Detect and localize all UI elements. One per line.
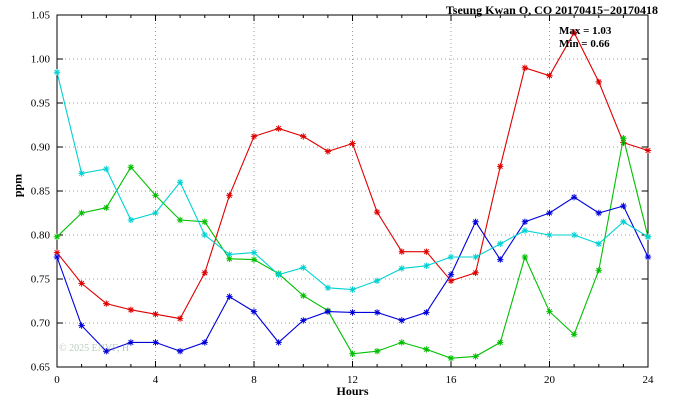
svg-text:12: 12 <box>347 374 358 386</box>
series-blue-markers <box>53 194 652 355</box>
min-annotation: Min = 0.66 <box>559 38 610 50</box>
svg-text:4: 4 <box>153 374 159 386</box>
svg-text:24: 24 <box>643 374 655 386</box>
max-annotation: Max = 1.03 <box>559 25 612 37</box>
y-axis-label: ppm <box>10 173 25 198</box>
svg-text:8: 8 <box>251 374 257 386</box>
series-red-markers <box>53 29 652 322</box>
watermark: © 2025 ENVF, H <box>59 343 130 354</box>
svg-text:0.80: 0.80 <box>31 230 51 242</box>
series-cyan-line <box>56 72 649 291</box>
svg-text:0.95: 0.95 <box>31 98 51 110</box>
svg-text:1.00: 1.00 <box>31 54 51 66</box>
svg-text:1.05: 1.05 <box>31 10 51 22</box>
svg-text:0: 0 <box>54 374 60 386</box>
x-axis-label: Hours <box>336 384 369 398</box>
svg-text:0.70: 0.70 <box>31 318 51 330</box>
svg-text:20: 20 <box>544 374 556 386</box>
chart-title: Tseung Kwan O, CO 20170415−20170418 <box>445 3 658 17</box>
annotation-box: Max = 1.03 Min = 0.66 <box>559 25 611 51</box>
svg-text:0.85: 0.85 <box>31 186 51 198</box>
series-cyan-markers <box>53 69 652 293</box>
svg-text:0.90: 0.90 <box>31 142 51 154</box>
svg-text:0.65: 0.65 <box>31 362 51 374</box>
svg-text:0.75: 0.75 <box>31 274 51 286</box>
svg-text:16: 16 <box>446 374 458 386</box>
series-blue-line <box>56 196 649 352</box>
